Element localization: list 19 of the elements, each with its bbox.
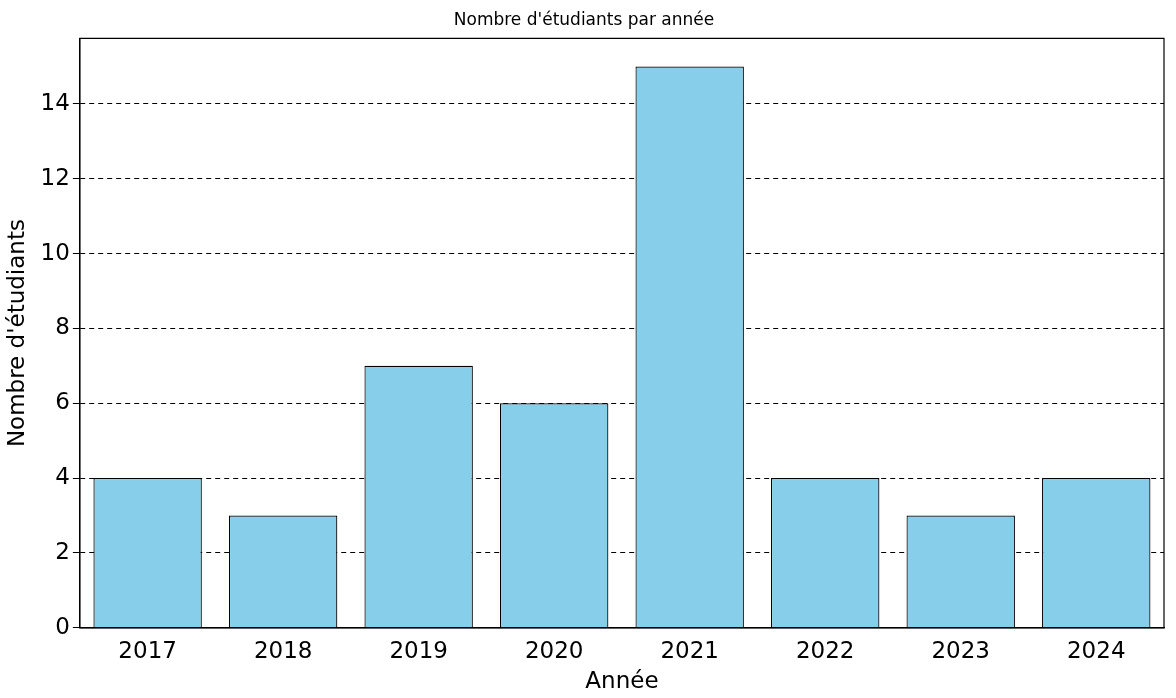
chart-title: Nombre d'étudiants par année	[453, 8, 715, 29]
y-tick-label: 8	[55, 313, 70, 340]
y-tick-label: 6	[55, 388, 70, 415]
x-tick-label: 2021	[660, 636, 719, 663]
y-tick-label: 0	[55, 612, 70, 639]
x-tick-label: 2017	[118, 636, 177, 663]
x-tick-label: 2019	[389, 636, 448, 663]
y-tick-label: 2	[55, 537, 70, 564]
y-tick-label: 4	[55, 463, 70, 490]
y-tick-label: 10	[40, 238, 70, 265]
y-tick-label: 12	[40, 163, 70, 190]
x-tick-label: 2023	[931, 636, 990, 663]
y-axis-title: Nombre d'étudiants	[2, 219, 29, 448]
x-tick-label: 2022	[795, 636, 855, 663]
x-tick-label: 2020	[524, 636, 584, 663]
x-tick-label: 2018	[253, 636, 313, 663]
x-tick-label: 2024	[1066, 636, 1126, 663]
x-axis-title: Année	[585, 667, 659, 694]
y-tick-label: 14	[40, 88, 70, 115]
